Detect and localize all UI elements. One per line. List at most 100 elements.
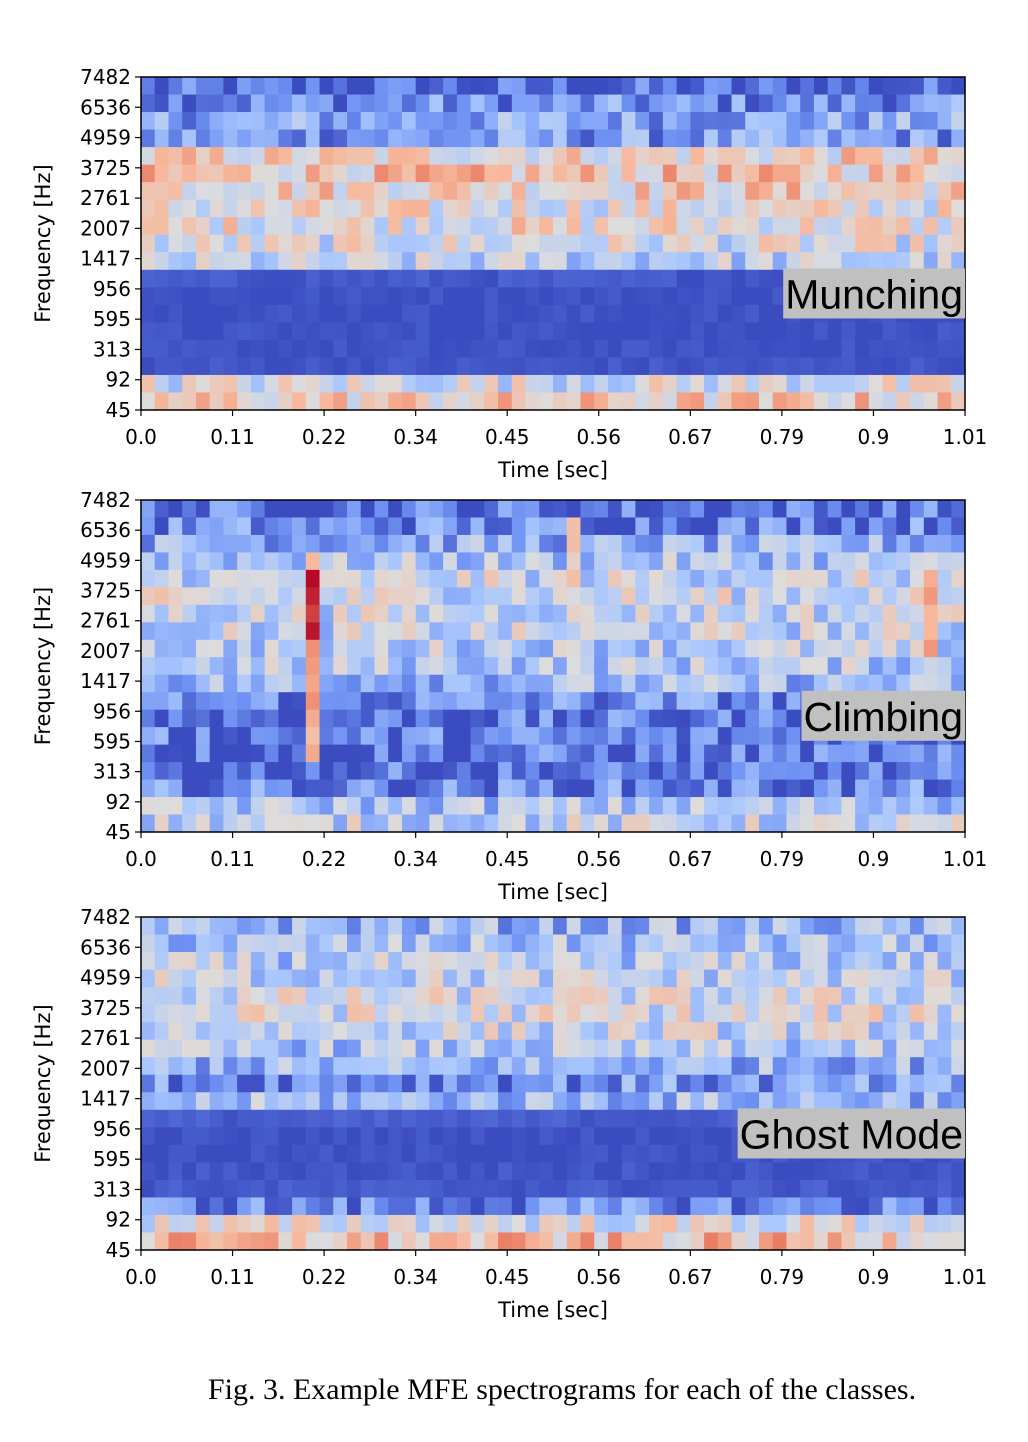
heatmap-cell	[484, 94, 499, 113]
heatmap-cell	[182, 1057, 197, 1076]
heatmap-cell	[168, 779, 183, 798]
heatmap-cell	[786, 762, 801, 781]
heatmap-cell	[896, 392, 911, 411]
heatmap-cell	[333, 1057, 348, 1076]
heatmap-cell	[580, 129, 595, 148]
heatmap-cell	[704, 1127, 719, 1146]
heatmap-cell	[333, 727, 348, 746]
heatmap-cell	[662, 129, 678, 148]
heatmap-cell	[662, 622, 678, 641]
heatmap-cell	[237, 779, 252, 798]
heatmap-cell	[443, 534, 458, 554]
heatmap-cell	[759, 1074, 774, 1093]
heatmap-cell	[223, 587, 238, 606]
heatmap-cell	[594, 252, 609, 271]
heatmap-cell	[813, 987, 829, 1006]
heatmap-cell	[731, 1022, 746, 1041]
heatmap-cell	[580, 304, 595, 323]
heatmap-cell	[676, 1214, 691, 1234]
heatmap-cell	[800, 1004, 815, 1023]
heatmap-cell	[360, 339, 376, 359]
heatmap-cell	[223, 322, 238, 341]
heatmap-cell	[580, 182, 595, 201]
heatmap-cell	[717, 182, 733, 201]
heatmap-cell	[292, 217, 307, 236]
spectrogram-panel-munching: 7482653649593725276120071417956595313924…	[31, 65, 987, 482]
heatmap-cell	[456, 917, 472, 936]
heatmap-cell	[676, 322, 691, 341]
heatmap-cell	[525, 744, 540, 763]
heatmap-cell	[676, 569, 691, 588]
heatmap-cell	[855, 1232, 870, 1251]
heatmap-cell	[168, 1197, 183, 1216]
heatmap-cell	[676, 500, 691, 519]
heatmap-cell	[182, 1214, 197, 1234]
heatmap-cell	[745, 797, 760, 816]
heatmap-cell	[759, 112, 774, 131]
heatmap-cell	[951, 534, 966, 554]
heatmap-cell	[182, 287, 197, 306]
heatmap-cell	[347, 147, 362, 166]
heatmap-cell	[498, 517, 513, 536]
heatmap-cell	[772, 199, 788, 218]
heatmap-cell	[443, 182, 458, 201]
heatmap-cell	[855, 1004, 870, 1023]
heatmap-cell	[443, 779, 458, 798]
heatmap-cell	[360, 1144, 376, 1163]
heatmap-cell	[937, 604, 952, 623]
heatmap-cell	[182, 357, 197, 376]
heatmap-cell	[896, 252, 911, 271]
heatmap-cell	[264, 987, 279, 1006]
heatmap-cell	[292, 322, 307, 341]
heatmap-cell	[525, 1109, 540, 1128]
heatmap-cell	[553, 164, 568, 183]
heatmap-cell	[319, 269, 334, 288]
heatmap-cell	[580, 779, 595, 798]
heatmap-cell	[237, 357, 252, 376]
heatmap-cell	[607, 1127, 623, 1146]
heatmap-cell	[882, 517, 897, 536]
heatmap-cell	[141, 500, 156, 519]
heatmap-cell	[264, 304, 279, 323]
heatmap-cell	[566, 969, 582, 988]
heatmap-cell	[333, 517, 348, 536]
heatmap-cell	[855, 569, 870, 588]
heatmap-cell	[209, 339, 224, 359]
heatmap-cell	[141, 692, 156, 711]
heatmap-cell	[553, 1214, 568, 1234]
heatmap-cell	[923, 1214, 939, 1234]
heatmap-cell	[827, 1197, 842, 1216]
heatmap-cell	[607, 392, 623, 411]
heatmap-cell	[168, 234, 183, 253]
heatmap-cell	[195, 1022, 211, 1041]
heatmap-cell	[278, 1092, 293, 1111]
heatmap-cell	[813, 1022, 829, 1041]
heatmap-cell	[333, 287, 348, 306]
heatmap-cell	[607, 1197, 623, 1216]
heatmap-cell	[223, 112, 238, 131]
heatmap-cell	[223, 1004, 238, 1023]
heatmap-cell	[621, 1232, 636, 1251]
heatmap-cell	[347, 1162, 362, 1181]
heatmap-cell	[347, 969, 362, 988]
heatmap-cell	[896, 587, 911, 606]
heatmap-cell	[525, 639, 540, 658]
heatmap-cell	[717, 987, 733, 1006]
heatmap-cell	[937, 77, 952, 96]
heatmap-cell	[937, 112, 952, 131]
heatmap-cell	[855, 534, 870, 554]
heatmap-cell	[195, 357, 211, 376]
heatmap-cell	[827, 762, 842, 781]
heatmap-cell	[388, 969, 403, 988]
heatmap-cell	[580, 639, 595, 658]
heatmap-cell	[539, 112, 554, 131]
heatmap-cell	[772, 797, 788, 816]
heatmap-cell	[553, 657, 568, 676]
heatmap-cell	[759, 552, 774, 571]
heatmap-cell	[800, 1039, 815, 1058]
heatmap-cell	[580, 987, 595, 1006]
heatmap-cell	[305, 987, 321, 1006]
heatmap-cell	[401, 322, 417, 341]
heatmap-cell	[855, 779, 870, 798]
heatmap-cell	[813, 392, 829, 411]
